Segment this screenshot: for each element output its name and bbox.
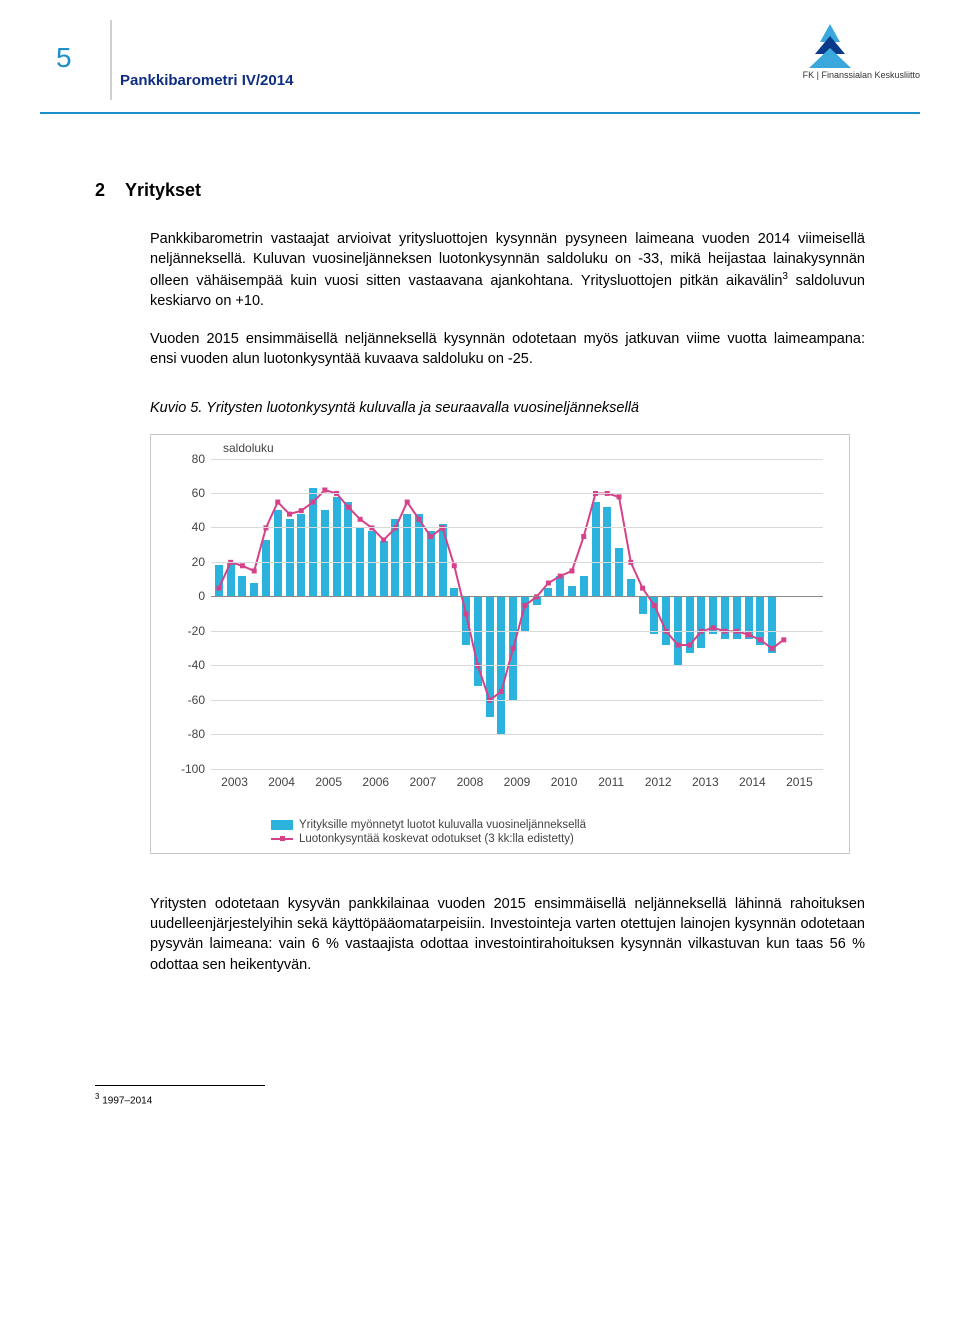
x-tick-label: 2011: [588, 775, 634, 789]
chart-legend: Yrityksille myönnetyt luotot kuluvalla v…: [271, 817, 586, 845]
chart-plot-area: 806040200-20-40-60-80-100200320042005200…: [211, 459, 823, 769]
y-tick-label: -20: [171, 624, 205, 638]
x-tick-label: 2009: [494, 775, 540, 789]
legend-item-bars: Yrityksille myönnetyt luotot kuluvalla v…: [271, 819, 586, 831]
x-tick-label: 2014: [729, 775, 775, 789]
y-tick-label: -100: [171, 762, 205, 776]
paragraph-2: Vuoden 2015 ensimmäisellä neljänneksellä…: [150, 329, 865, 370]
document-title: Pankkibarometri IV/2014: [120, 72, 293, 89]
section-number: 2: [95, 180, 125, 201]
x-tick-label: 2008: [447, 775, 493, 789]
x-tick-label: 2015: [776, 775, 822, 789]
footnote-separator: [95, 1085, 265, 1086]
x-tick-label: 2004: [259, 775, 305, 789]
chart-container: saldoluku 806040200-20-40-60-80-10020032…: [150, 434, 850, 854]
paragraph-1: Pankkibarometrin vastaajat arvioivat yri…: [150, 229, 865, 311]
legend-swatch-bar: [271, 820, 293, 830]
organization-logo: FK | Finanssialan Keskusliitto: [803, 24, 920, 80]
section-title: Yritykset: [125, 180, 201, 200]
chart-line: [211, 459, 823, 769]
section-heading: 2Yritykset: [95, 180, 865, 201]
footnote: 3 1997–2014: [95, 1092, 960, 1106]
logo-icon: [803, 24, 857, 68]
y-tick-label: -60: [171, 693, 205, 707]
logo-text: FK | Finanssialan Keskusliitto: [803, 70, 920, 80]
y-tick-label: 20: [171, 555, 205, 569]
header-divider: [110, 20, 112, 100]
x-tick-label: 2007: [400, 775, 446, 789]
x-tick-label: 2005: [306, 775, 352, 789]
x-tick-label: 2003: [212, 775, 258, 789]
legend-item-line: Luotonkysyntää koskevat odotukset (3 kk:…: [271, 833, 586, 845]
y-tick-label: 60: [171, 486, 205, 500]
y-tick-label: 0: [171, 589, 205, 603]
paragraph-3: Yritysten odotetaan kysyvän pankkilainaa…: [150, 894, 865, 975]
x-tick-label: 2010: [541, 775, 587, 789]
x-tick-label: 2012: [635, 775, 681, 789]
legend-swatch-line: [271, 838, 293, 840]
x-tick-label: 2013: [682, 775, 728, 789]
chart-caption: Kuvio 5. Yritysten luotonkysyntä kuluval…: [150, 400, 865, 416]
page-number: 5: [56, 42, 72, 74]
x-tick-label: 2006: [353, 775, 399, 789]
y-axis-title: saldoluku: [223, 441, 274, 455]
y-tick-label: 40: [171, 520, 205, 534]
y-tick-label: -80: [171, 727, 205, 741]
legend-label-line: Luotonkysyntää koskevat odotukset (3 kk:…: [299, 833, 574, 845]
legend-label-bars: Yrityksille myönnetyt luotot kuluvalla v…: [299, 819, 586, 831]
page-header: 5 Pankkibarometri IV/2014 FK | Finanssia…: [0, 0, 960, 140]
header-rule: [40, 112, 920, 114]
y-tick-label: 80: [171, 452, 205, 466]
page-content: 2Yritykset Pankkibarometrin vastaajat ar…: [0, 140, 960, 975]
y-tick-label: -40: [171, 658, 205, 672]
